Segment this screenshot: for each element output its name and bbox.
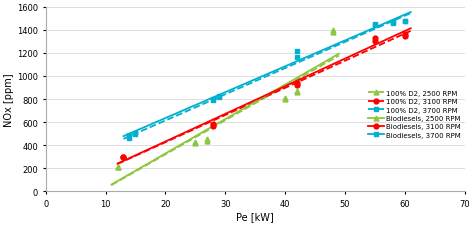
Y-axis label: NOx [ppm]: NOx [ppm]	[4, 73, 14, 126]
Legend: 100% D2, 2500 RPM, 100% D2, 3100 RPM, 100% D2, 3700 RPM, Biodiesels, 2500 RPM, B: 100% D2, 2500 RPM, 100% D2, 3100 RPM, 10…	[368, 90, 461, 138]
X-axis label: Pe [kW]: Pe [kW]	[236, 211, 274, 221]
